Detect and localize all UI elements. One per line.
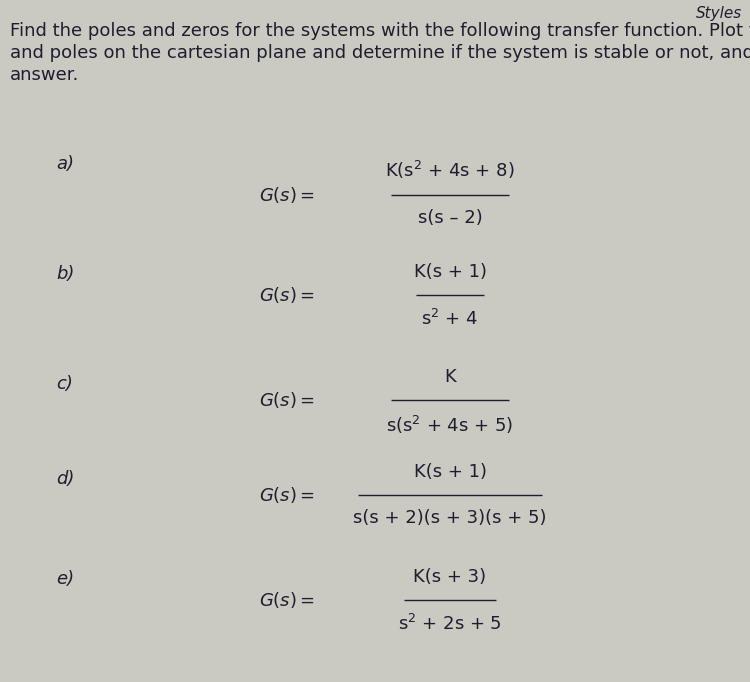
Text: s(s$^{2}$ + 4s + 5): s(s$^{2}$ + 4s + 5)	[386, 414, 514, 436]
Text: a): a)	[56, 155, 74, 173]
Text: K(s$^{2}$ + 4s + 8): K(s$^{2}$ + 4s + 8)	[386, 159, 514, 181]
Text: b): b)	[56, 265, 74, 283]
Text: s$^{2}$ + 4: s$^{2}$ + 4	[422, 309, 478, 329]
Text: $G(s) =$: $G(s) =$	[259, 590, 315, 610]
Text: answer.: answer.	[10, 66, 80, 84]
Text: $G(s) =$: $G(s) =$	[259, 285, 315, 305]
Text: $G(s) =$: $G(s) =$	[259, 185, 315, 205]
Text: $G(s) =$: $G(s) =$	[259, 485, 315, 505]
Text: K(s + 1): K(s + 1)	[413, 263, 487, 281]
Text: $G(s) =$: $G(s) =$	[259, 390, 315, 410]
Text: c): c)	[56, 375, 74, 393]
Text: K(s + 3): K(s + 3)	[413, 568, 487, 586]
Text: s(s + 2)(s + 3)(s + 5): s(s + 2)(s + 3)(s + 5)	[353, 509, 547, 527]
Text: e): e)	[56, 570, 74, 588]
Text: K(s + 1): K(s + 1)	[413, 463, 487, 481]
Text: s$^{2}$ + 2s + 5: s$^{2}$ + 2s + 5	[398, 614, 502, 634]
Text: and poles on the cartesian plane and determine if the system is stable or not, a: and poles on the cartesian plane and det…	[10, 44, 750, 62]
Text: Styles: Styles	[696, 6, 742, 21]
Text: Find the poles and zeros for the systems with the following transfer function. P: Find the poles and zeros for the systems…	[10, 22, 750, 40]
Text: K: K	[444, 368, 456, 386]
Text: d): d)	[56, 470, 74, 488]
Text: s(s – 2): s(s – 2)	[418, 209, 482, 227]
